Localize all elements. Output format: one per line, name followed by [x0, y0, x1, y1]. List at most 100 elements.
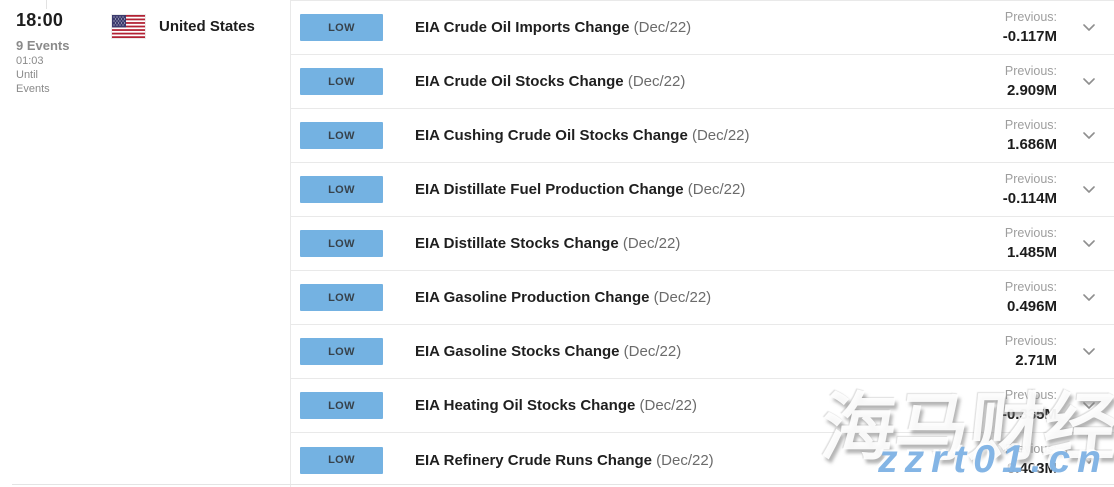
previous-block: Previous: 0.403M	[1005, 442, 1057, 478]
previous-block: Previous: -0.117M	[1003, 10, 1057, 46]
chevron-down-icon[interactable]	[1069, 20, 1109, 36]
event-date: (Dec/22)	[651, 451, 714, 469]
event-name: EIA Cushing Crude Oil Stocks Change	[415, 127, 688, 144]
country-block: United States	[104, 10, 255, 487]
row-right-section: Previous: 2.71M	[1005, 334, 1114, 370]
event-date: (Dec/22)	[683, 181, 746, 198]
impact-badge-low: LOW	[300, 284, 383, 311]
previous-value: 0.496M	[1006, 297, 1057, 315]
previous-value: -0.114M	[1002, 189, 1057, 207]
row-right-section: Previous: -0.335M	[1002, 388, 1114, 424]
impact-badge-low: LOW	[300, 446, 383, 474]
event-date: (Dec/22)	[687, 127, 750, 144]
previous-value: 1.485M	[1006, 243, 1057, 261]
event-name: EIA Crude Oil Stocks Change	[415, 73, 624, 90]
event-name: EIA Refinery Crude Runs Change	[415, 451, 652, 469]
chevron-down-icon[interactable]	[1069, 74, 1109, 90]
event-row[interactable]: LOW EIA Crude Oil Stocks Change (Dec/22)…	[291, 55, 1114, 109]
previous-block: Previous: 0.496M	[1005, 280, 1057, 316]
event-date: (Dec/22)	[618, 235, 681, 252]
event-row[interactable]: LOW EIA Refinery Crude Runs Change (Dec/…	[291, 433, 1114, 487]
previous-block: Previous: 2.909M	[1005, 64, 1057, 100]
row-right-section: Previous: -0.114M	[1003, 172, 1114, 208]
previous-label: Previous:	[1004, 442, 1057, 456]
previous-block: Previous: -0.114M	[1003, 172, 1057, 208]
events-count: 9 Events	[16, 38, 70, 53]
column-divider-tick	[46, 0, 47, 9]
previous-value: 2.71M	[1015, 351, 1057, 369]
event-name: EIA Gasoline Production Change	[415, 289, 650, 306]
time-block: 18:00 9 Events 01:03 Until Events	[16, 10, 104, 487]
chevron-down-icon[interactable]	[1069, 182, 1109, 198]
chevron-down-icon[interactable]	[1069, 290, 1109, 306]
event-title: EIA Distillate Stocks Change (Dec/22)	[415, 235, 680, 252]
event-name: EIA Crude Oil Imports Change	[415, 19, 630, 36]
previous-value: 2.909M	[1006, 81, 1057, 99]
event-date: (Dec/22)	[619, 343, 682, 360]
previous-block: Previous: -0.335M	[1002, 388, 1057, 424]
previous-label: Previous:	[1004, 333, 1057, 348]
event-title: EIA Heating Oil Stocks Change (Dec/22)	[415, 397, 697, 414]
row-right-section: Previous: 0.403M	[1005, 442, 1114, 478]
event-name: EIA Distillate Fuel Production Change	[415, 181, 684, 198]
event-title: EIA Crude Oil Imports Change (Dec/22)	[415, 19, 691, 36]
event-time: 18:00	[16, 10, 64, 30]
event-title: EIA Crude Oil Stocks Change (Dec/22)	[415, 73, 685, 90]
previous-label: Previous:	[1004, 279, 1057, 294]
event-row[interactable]: LOW EIA Crude Oil Imports Change (Dec/22…	[291, 1, 1114, 55]
chevron-down-icon[interactable]	[1069, 344, 1109, 360]
event-title: EIA Cushing Crude Oil Stocks Change (Dec…	[415, 127, 750, 144]
event-row[interactable]: LOW EIA Distillate Fuel Production Chang…	[291, 163, 1114, 217]
previous-label: Previous:	[1004, 9, 1057, 24]
event-row[interactable]: LOW EIA Distillate Stocks Change (Dec/22…	[291, 217, 1114, 271]
chevron-down-icon[interactable]	[1069, 398, 1109, 414]
impact-badge-low: LOW	[300, 122, 383, 149]
event-date: (Dec/22)	[629, 19, 692, 36]
event-name: EIA Gasoline Stocks Change	[415, 343, 620, 360]
previous-value: 1.686M	[1006, 135, 1057, 153]
previous-value: -0.117M	[1002, 27, 1057, 45]
chevron-down-icon[interactable]	[1069, 236, 1109, 252]
previous-label: Previous:	[1004, 117, 1057, 132]
event-name: EIA Heating Oil Stocks Change	[415, 397, 636, 414]
time-country-column: 18:00 9 Events 01:03 Until Events	[0, 0, 291, 487]
previous-block: Previous: 1.485M	[1005, 226, 1057, 262]
countdown-timer: 01:03	[16, 55, 44, 67]
countdown-until-label: Until	[16, 69, 39, 81]
impact-badge-low: LOW	[300, 176, 383, 203]
previous-block: Previous: 2.71M	[1005, 334, 1057, 370]
impact-badge-low: LOW	[300, 68, 383, 95]
impact-badge-low: LOW	[300, 14, 383, 41]
event-title: EIA Gasoline Stocks Change (Dec/22)	[415, 343, 681, 360]
previous-label: Previous:	[1004, 387, 1057, 402]
bottom-border-line	[12, 484, 1114, 485]
event-row[interactable]: LOW EIA Cushing Crude Oil Stocks Change …	[291, 109, 1114, 163]
previous-value: 0.403M	[1006, 460, 1057, 477]
chevron-down-icon[interactable]	[1069, 128, 1109, 144]
event-name: EIA Distillate Stocks Change	[415, 235, 619, 252]
event-title: EIA Refinery Crude Runs Change (Dec/22)	[415, 452, 714, 469]
row-right-section: Previous: 1.485M	[1005, 226, 1114, 262]
event-date: (Dec/22)	[623, 73, 686, 90]
event-title: EIA Distillate Fuel Production Change (D…	[415, 181, 745, 198]
impact-badge-low: LOW	[300, 392, 383, 419]
previous-value: -0.335M	[1001, 405, 1057, 423]
previous-label: Previous:	[1004, 225, 1057, 240]
event-row[interactable]: LOW EIA Gasoline Stocks Change (Dec/22) …	[291, 325, 1114, 379]
us-flag-icon	[112, 15, 145, 38]
event-date: (Dec/22)	[635, 397, 698, 414]
countdown-events-label: Events	[16, 83, 50, 95]
event-rows-list: LOW EIA Crude Oil Imports Change (Dec/22…	[291, 0, 1114, 487]
event-row[interactable]: LOW EIA Heating Oil Stocks Change (Dec/2…	[291, 379, 1114, 433]
country-name: United States	[159, 18, 255, 35]
row-right-section: Previous: 2.909M	[1005, 64, 1114, 100]
impact-badge-low: LOW	[300, 230, 383, 257]
event-row[interactable]: LOW EIA Gasoline Production Change (Dec/…	[291, 271, 1114, 325]
event-title: EIA Gasoline Production Change (Dec/22)	[415, 289, 711, 306]
previous-block: Previous: 1.686M	[1005, 118, 1057, 154]
event-date: (Dec/22)	[649, 289, 712, 306]
previous-label: Previous:	[1004, 171, 1057, 186]
impact-badge-low: LOW	[300, 338, 383, 365]
chevron-down-icon[interactable]	[1069, 452, 1109, 468]
